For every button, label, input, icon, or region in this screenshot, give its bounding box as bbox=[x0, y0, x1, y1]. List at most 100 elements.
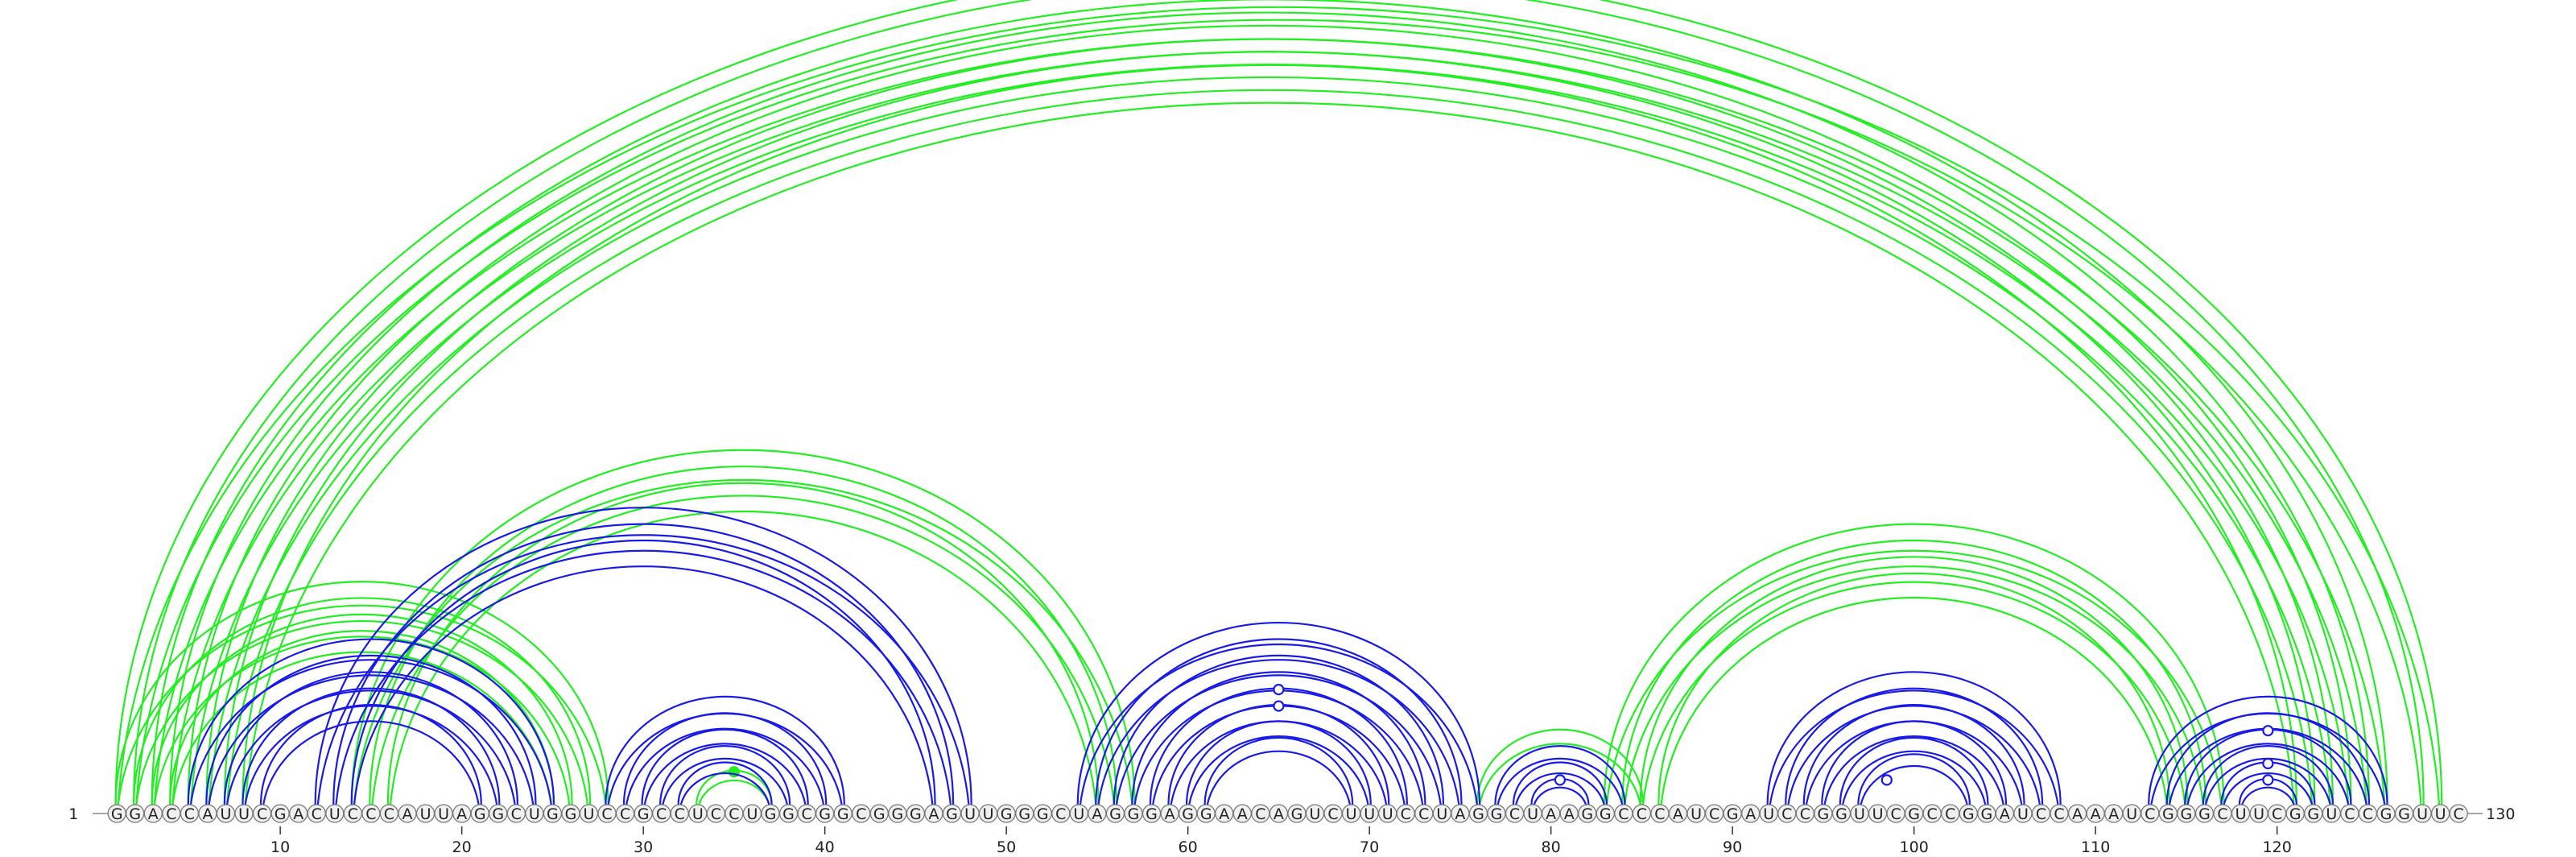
blue-arc-group bbox=[2148, 695, 2388, 805]
nucleotide: C bbox=[1414, 804, 1434, 823]
position-tick: 40 bbox=[815, 826, 835, 856]
base-pair-arc bbox=[2148, 695, 2388, 805]
nucleotide: C bbox=[2267, 804, 2287, 823]
pair-marker-open bbox=[1554, 774, 1567, 786]
nucleotide-letter: A bbox=[1564, 805, 1575, 823]
nucleotide-letter: C bbox=[1055, 805, 1066, 823]
base-pair-arc bbox=[622, 712, 828, 805]
nucleotide-letter: G bbox=[910, 805, 922, 823]
base-pair-arc bbox=[259, 704, 482, 805]
base-pair-arc bbox=[1206, 750, 1352, 805]
nucleotide: G bbox=[107, 804, 126, 823]
nucleotide: U bbox=[1523, 804, 1542, 823]
nucleotide: A bbox=[1542, 804, 1561, 823]
base-pair-arc bbox=[314, 507, 972, 805]
base-pair-arc bbox=[1603, 523, 2225, 805]
nucleotide: C bbox=[2340, 804, 2359, 823]
nucleotide-letter: U bbox=[221, 805, 232, 823]
nucleotide-letter: A bbox=[1745, 805, 1756, 823]
nucleotide-letter: G bbox=[2398, 805, 2410, 823]
base-pair-arc bbox=[2223, 772, 2314, 805]
nucleotide: C bbox=[1614, 804, 1633, 823]
nucleotide-letter: U bbox=[2017, 805, 2029, 823]
nucleotide-letter: C bbox=[1890, 805, 1901, 823]
nucleotide-letter: G bbox=[1200, 805, 1212, 823]
nucleotide: G bbox=[2194, 804, 2215, 823]
base-pair-arc bbox=[1860, 764, 1968, 805]
base-pair-arc bbox=[369, 466, 1118, 805]
nucleotide: U bbox=[1360, 804, 1379, 823]
nucleotide-letter: G bbox=[1727, 805, 1739, 823]
nucleotide-letter: G bbox=[2289, 805, 2301, 823]
nucleotide-letter: G bbox=[1037, 805, 1049, 823]
green-arc-group bbox=[1603, 523, 2225, 805]
nucleotide: C bbox=[1051, 804, 1071, 823]
nucleotide: A bbox=[1995, 804, 2015, 823]
nucleotide-letter: C bbox=[2272, 805, 2282, 823]
position-tick: 80 bbox=[1542, 826, 1561, 856]
base-pair-arc bbox=[1605, 549, 2223, 805]
tick-label: 60 bbox=[1179, 838, 1198, 856]
nucleotide: C bbox=[1777, 804, 1797, 823]
nucleotide-letter: U bbox=[1527, 805, 1538, 823]
nucleotide: G bbox=[1015, 804, 1034, 823]
nucleotide: U bbox=[2013, 804, 2033, 823]
nucleotide: U bbox=[234, 804, 254, 823]
green-arc-group bbox=[696, 766, 773, 805]
pair-marker-open bbox=[2262, 725, 2274, 737]
nucleotide-letter: G bbox=[1908, 805, 1920, 823]
nucleotide-letter: C bbox=[1637, 805, 1647, 823]
nucleotide: G bbox=[2376, 804, 2396, 823]
nucleotide: U bbox=[2413, 804, 2432, 823]
nucleotide: C bbox=[2213, 804, 2232, 823]
nucleotide-letter: A bbox=[456, 805, 467, 823]
nucleotide-letter: A bbox=[402, 805, 413, 823]
base-pair-arc bbox=[316, 534, 970, 805]
base-pair-arc bbox=[1785, 687, 2044, 805]
nucleotide: A bbox=[2086, 804, 2105, 823]
base-pair-arc bbox=[208, 76, 2331, 805]
base-pair-arc bbox=[1857, 753, 1971, 805]
blue-arc-group bbox=[605, 695, 845, 805]
nucleotide-letter: C bbox=[2344, 805, 2355, 823]
nucleotide-letter: C bbox=[1418, 805, 1429, 823]
tick-label: 40 bbox=[815, 838, 835, 856]
position-tick: 10 bbox=[270, 826, 290, 856]
nucleotide-letter: U bbox=[1436, 805, 1447, 823]
nucleotide: A bbox=[924, 804, 943, 823]
base-pair-arc bbox=[1095, 638, 1463, 805]
nucleotide: G bbox=[1196, 804, 1216, 823]
nucleotide-letter: C bbox=[1618, 805, 1629, 823]
base-pair-arc bbox=[242, 64, 2297, 805]
nucleotide: U bbox=[1069, 804, 1088, 823]
nucleotide-letter: U bbox=[1690, 805, 1702, 823]
base-pair-arc bbox=[1841, 750, 1987, 805]
nucleotide: C bbox=[2358, 804, 2378, 823]
nucleotide: U bbox=[2322, 804, 2341, 823]
nucleotide-letter: G bbox=[765, 805, 777, 823]
base-pair-arc bbox=[205, 37, 2334, 805]
nucleotide-letter: A bbox=[2108, 805, 2119, 823]
nucleotide: U bbox=[688, 804, 708, 823]
nucleotide: G bbox=[869, 804, 889, 823]
nucleotide-letter: U bbox=[692, 805, 704, 823]
base-pair-arc bbox=[1170, 720, 1388, 805]
base-pair-arc bbox=[1512, 761, 1608, 805]
base-pair-arc bbox=[244, 101, 2295, 805]
base-pair-arc bbox=[1821, 720, 2008, 805]
base-pair-arc bbox=[117, 604, 607, 805]
nucleotide: A bbox=[1451, 804, 1470, 823]
nucleotide-letter: U bbox=[2126, 805, 2137, 823]
nucleotide-letter: A bbox=[928, 805, 939, 823]
base-pair-arc bbox=[1839, 736, 1989, 805]
nucleotide-letter: C bbox=[1945, 805, 1955, 823]
base-pair-arc bbox=[2202, 745, 2334, 805]
base-pair-arc bbox=[135, 19, 2422, 805]
pair-marker-open bbox=[1273, 684, 1285, 696]
base-pair-arc bbox=[2165, 712, 2371, 805]
nucleotide-letter: A bbox=[1455, 805, 1465, 823]
base-pair-arc bbox=[1621, 539, 2207, 805]
base-pair-arc bbox=[169, 630, 555, 805]
